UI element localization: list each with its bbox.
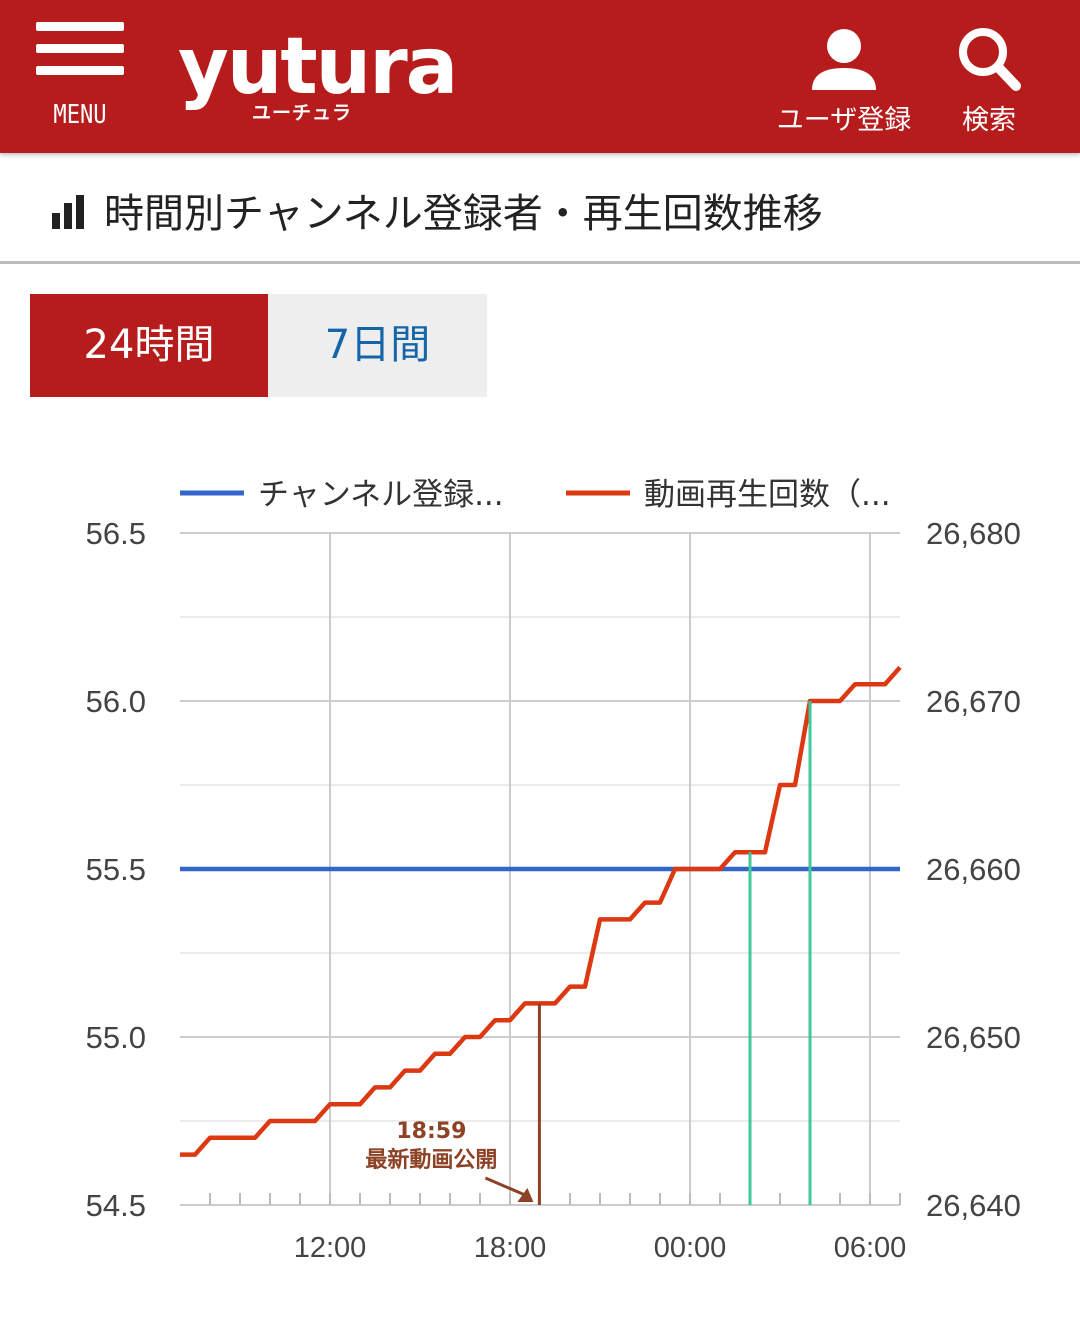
views-subscribers-chart: チャンネル登録... 動画再生回数（... 12:00 18:00 00:00 06:0… [86, 477, 1021, 1264]
section-title: 時間別チャンネル登録者・再生回数推移 [104, 191, 823, 237]
menu-label: MENU [53, 100, 107, 130]
menu-button[interactable]: MENU [28, 22, 132, 134]
user-register-button[interactable]: ユーザ登録 [766, 24, 922, 136]
annotation-time: 18:59 [396, 1119, 466, 1144]
right-axis-tick-label: 26,650 [926, 1020, 1021, 1055]
search-button[interactable]: 検索 [946, 24, 1032, 136]
chart-legend: チャンネル登録... 動画再生回数（... [180, 477, 891, 513]
annotation-arrow [484, 1176, 528, 1198]
left-axis-tick-label: 55.0 [86, 1020, 146, 1055]
annotation-arrowhead [517, 1188, 534, 1202]
site-logo[interactable]: yutura ユーチュラ [178, 22, 458, 130]
right-axis-tick-label: 26,640 [926, 1188, 1021, 1223]
left-axis-tick-label: 56.0 [86, 684, 146, 719]
section-header: 時間別チャンネル登録者・再生回数推移 [0, 153, 1080, 264]
chart-annotations: 18:59 最新動画公開 [365, 701, 812, 1205]
logo-subtitle: ユーチュラ [252, 102, 353, 124]
chart-axes: 12:00 18:00 00:00 06:00 56.5 56.0 55.5 55.0 54.5… [86, 516, 1021, 1264]
right-axis-tick-label: 26,660 [926, 852, 1021, 887]
left-axis-tick-label: 55.5 [86, 852, 146, 887]
x-tick-label: 00:00 [654, 1232, 727, 1264]
search-label: 検索 [962, 105, 1016, 136]
user-icon [812, 29, 876, 90]
search-icon [959, 28, 1021, 91]
legend-label: 動画再生回数（... [644, 477, 891, 513]
app-header: MENU yutura ユーチュラ ユーザ登録 検索 [0, 0, 1080, 153]
user-register-label: ユーザ登録 [776, 105, 912, 136]
legend-label: チャンネル登録... [258, 477, 504, 513]
right-axis-tick-label: 26,680 [926, 516, 1021, 551]
annotation-label: 最新動画公開 [365, 1147, 497, 1173]
left-axis-tick-label: 54.5 [86, 1188, 146, 1223]
tab-7d[interactable]: 7日間 [268, 294, 487, 397]
x-tick-label: 06:00 [834, 1232, 907, 1264]
right-axis-tick-label: 26,670 [926, 684, 1021, 719]
bar-chart-icon [52, 195, 84, 229]
x-tick-label: 18:00 [474, 1232, 547, 1264]
tab-24h[interactable]: 24時間 [30, 294, 268, 397]
left-axis-tick-label: 56.5 [86, 516, 146, 551]
logo-wordmark: yutura [178, 22, 458, 112]
x-tick-label: 12:00 [294, 1232, 367, 1264]
